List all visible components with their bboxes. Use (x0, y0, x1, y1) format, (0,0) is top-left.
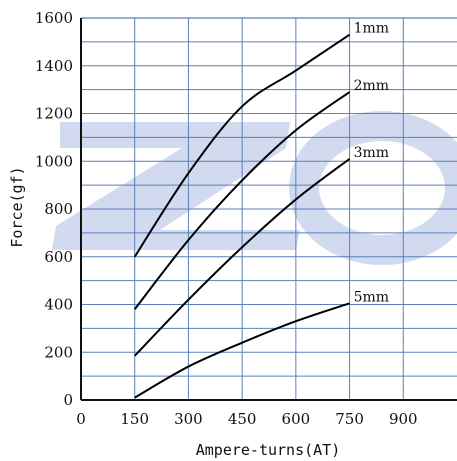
y-tick-label: 1000 (35, 152, 73, 170)
y-tick-label: 600 (44, 248, 73, 266)
x-tick-label: 900 (389, 410, 418, 428)
watermark-letter-z (52, 122, 300, 250)
series-labels: 1mm 2mm 3mm 5mm (354, 21, 389, 306)
series-label-3mm: 3mm (354, 145, 389, 161)
grid-lines (81, 18, 457, 400)
y-tick-label: 200 (44, 343, 73, 361)
series-label-2mm: 2mm (354, 78, 389, 94)
x-tick-label: 750 (335, 410, 364, 428)
watermark-letter-o (289, 111, 457, 265)
y-tick-label: 0 (63, 391, 73, 409)
x-tick-label: 450 (228, 410, 257, 428)
series-line-5mm (134, 302, 350, 399)
x-tick-label: 0 (76, 410, 86, 428)
y-tick-label: 1200 (35, 105, 73, 123)
series-label-5mm: 5mm (354, 289, 389, 305)
y-tick-labels: 0 200 400 600 800 1000 1200 1400 1600 (35, 9, 73, 409)
y-tick-label: 1600 (35, 9, 73, 27)
series-label-1mm: 1mm (354, 21, 389, 37)
y-tick-label: 400 (44, 296, 73, 314)
series-lines (133, 33, 351, 399)
y-axis-title: Force(gf) (8, 166, 26, 247)
x-axis-title: Ampere-turns(AT) (196, 441, 341, 459)
axes (80, 17, 457, 401)
series-line-2mm (133, 91, 351, 310)
x-tick-label: 300 (174, 410, 203, 428)
y-tick-label: 1400 (35, 57, 73, 75)
series-line-3mm (133, 158, 351, 357)
series-line-1mm (133, 33, 351, 258)
x-tick-label: 600 (282, 410, 311, 428)
x-tick-label: 150 (120, 410, 149, 428)
watermark: ZO (52, 111, 457, 265)
x-tick-labels: 0 150 300 450 600 750 900 (76, 410, 417, 428)
y-tick-label: 800 (44, 200, 73, 218)
